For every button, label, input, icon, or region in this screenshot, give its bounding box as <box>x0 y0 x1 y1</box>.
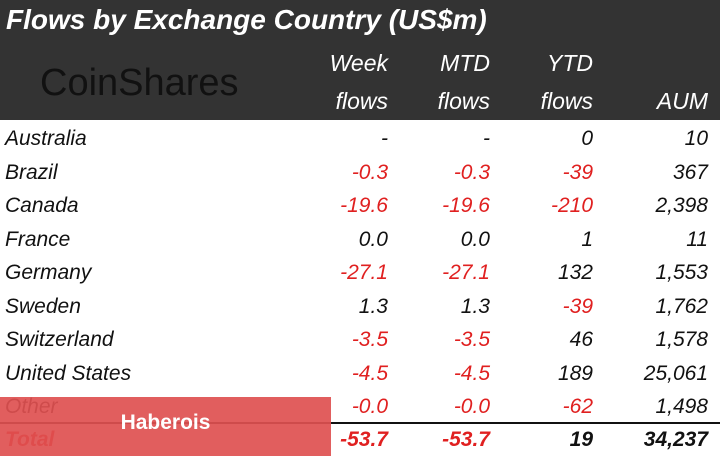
cell: 1,498 <box>655 395 708 418</box>
cell: -0.3 <box>351 160 388 184</box>
column-header: MTD <box>440 50 490 76</box>
cell: 1 <box>581 227 593 251</box>
cell: 1.3 <box>358 294 388 318</box>
cell: 132 <box>557 261 593 284</box>
cell: -3.5 <box>453 328 490 351</box>
cell: 0 <box>581 127 593 150</box>
cell: -62 <box>562 395 593 418</box>
cell: 46 <box>569 328 593 351</box>
cell: -27.1 <box>340 261 388 284</box>
row-label: Sweden <box>5 294 81 318</box>
column-header: flows <box>437 88 490 114</box>
logo: CoinShares <box>40 62 239 104</box>
cell: -53.7 <box>340 428 388 451</box>
overlay-text: Haberois <box>120 411 211 434</box>
cell: -210 <box>550 194 593 217</box>
cell: -19.6 <box>340 194 388 217</box>
header-band <box>0 0 720 120</box>
row-label: Australia <box>5 127 87 150</box>
cell: 10 <box>684 127 708 150</box>
cell: 0.0 <box>358 227 388 251</box>
cell: -27.1 <box>442 261 490 284</box>
cell: 1,762 <box>655 294 708 318</box>
row-label: United States <box>5 361 132 385</box>
row-label: France <box>5 227 71 251</box>
row-label: Brazil <box>5 160 58 184</box>
cell: -53.7 <box>442 428 490 451</box>
column-header: flows <box>540 88 593 114</box>
cell: -19.6 <box>442 194 490 217</box>
cell: -4.5 <box>351 361 388 385</box>
cell: - <box>381 127 388 150</box>
title: Flows by Exchange Country (US$m) <box>6 4 487 35</box>
cell: -4.5 <box>453 361 490 385</box>
cell: 1,578 <box>655 328 708 351</box>
cell: -3.5 <box>351 328 388 351</box>
row-label: Germany <box>5 261 92 284</box>
cell: -39 <box>562 160 593 184</box>
cell: 2,398 <box>655 194 708 217</box>
cell: -0.3 <box>453 160 490 184</box>
cell: 19 <box>569 428 593 451</box>
cell: 0.0 <box>460 227 490 251</box>
column-header: Week <box>329 50 388 76</box>
cell: -39 <box>562 294 593 318</box>
cell: -0.0 <box>453 395 490 418</box>
overlay-box <box>0 397 331 456</box>
cell: 1.3 <box>460 294 490 318</box>
cell: 11 <box>686 227 708 251</box>
column-header: flows <box>335 88 388 114</box>
total-rule <box>0 422 720 424</box>
cell: 34,237 <box>643 428 708 451</box>
cell: 1,553 <box>655 261 708 284</box>
row-label: Canada <box>5 194 79 217</box>
cell: 367 <box>672 160 708 184</box>
column-header: YTD <box>547 50 593 76</box>
column-header: AUM <box>656 88 708 114</box>
cell: 189 <box>557 361 593 385</box>
cell: -0.0 <box>351 395 388 418</box>
cell: 25,061 <box>643 361 708 385</box>
row-label: Switzerland <box>5 328 114 351</box>
cell: - <box>483 127 490 150</box>
